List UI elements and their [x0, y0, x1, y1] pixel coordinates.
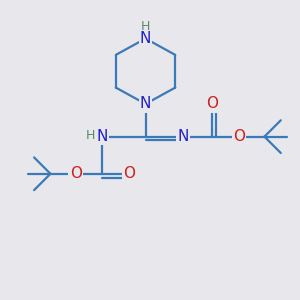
- Text: O: O: [70, 166, 82, 181]
- Text: O: O: [206, 96, 218, 111]
- Text: N: N: [140, 31, 151, 46]
- Text: O: O: [233, 129, 245, 144]
- Text: N: N: [97, 129, 108, 144]
- Text: H: H: [85, 129, 94, 142]
- Text: H: H: [141, 20, 150, 33]
- Text: O: O: [123, 166, 135, 181]
- Text: N: N: [177, 129, 188, 144]
- Text: N: N: [140, 96, 151, 111]
